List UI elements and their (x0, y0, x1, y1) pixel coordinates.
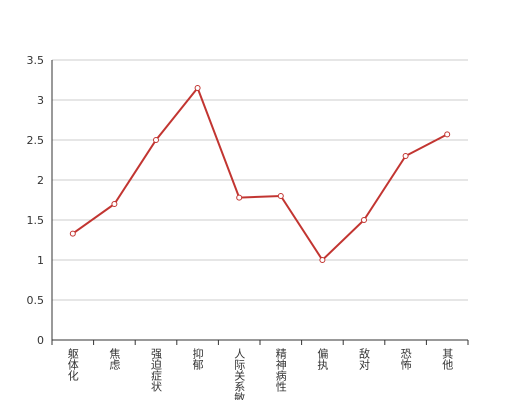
point (444, 131, 451, 138)
y-tick-label: 1.5 (27, 214, 45, 227)
point (111, 201, 118, 207)
x-tick-label: 躯体化 (66, 348, 79, 382)
point (319, 257, 326, 263)
x-tick-label: 偏执 (316, 347, 329, 371)
x-tick-label: 敌对 (358, 347, 371, 370)
y-tick-label: 3.5 (27, 54, 45, 67)
point (69, 230, 76, 237)
y-tick-label: 0.5 (27, 294, 45, 307)
line (72, 86, 448, 262)
point (153, 137, 159, 143)
y-tick-label: 2.5 (27, 134, 45, 147)
x-tick-label: 抑郁 (191, 347, 204, 370)
x-tick-label: 恐怖 (399, 348, 412, 370)
x-tick-label: 精神病性 (274, 348, 287, 393)
x-tick-label: 其他 (441, 348, 454, 370)
point (194, 85, 201, 91)
y-tick-label: 3 (37, 94, 44, 107)
y-tick-label: 0 (37, 334, 44, 347)
point (361, 217, 367, 223)
y-tick-label: 1 (37, 254, 44, 267)
point (277, 193, 284, 199)
y-tick-label: 2 (37, 174, 44, 187)
x-tick-label: 焦虑 (108, 348, 121, 370)
x-tick-label: 人际关系敏感 (233, 348, 246, 400)
point (236, 194, 243, 201)
x-tick-label: 强迫症状 (150, 348, 163, 392)
point (402, 153, 409, 159)
